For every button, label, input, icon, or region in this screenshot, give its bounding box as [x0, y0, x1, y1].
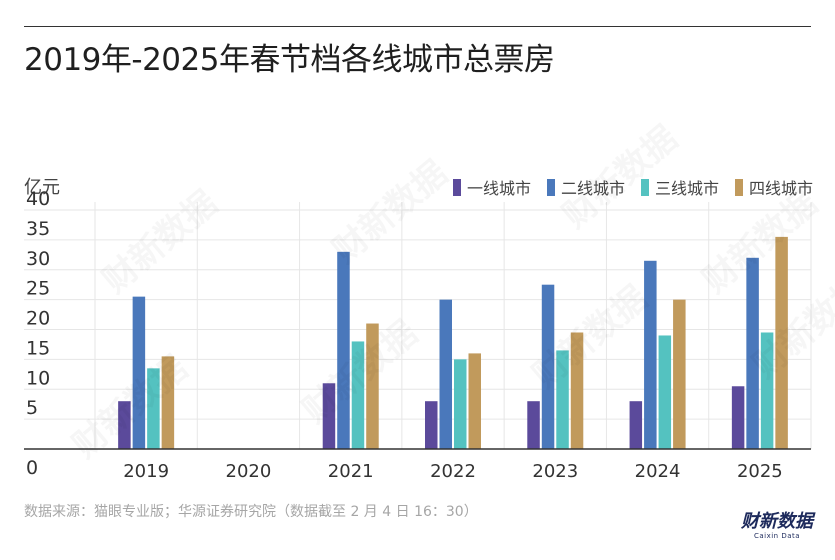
legend: 一线城市 二线城市 三线城市 四线城市	[452, 175, 813, 199]
bar-tier2-2023	[541, 284, 555, 449]
legend-swatch-tier3	[640, 178, 649, 196]
legend-label-tier2: 二线城市	[560, 179, 625, 198]
y-tick-label: 0	[26, 457, 38, 479]
y-tick-label: 30	[26, 248, 50, 270]
bar-tier1-2023	[527, 401, 540, 449]
bar-tier4-2019	[161, 356, 175, 449]
y-tick-label: 5	[26, 397, 38, 419]
legend-item-tier4: 四线城市	[734, 175, 813, 199]
legend-swatch-tier4	[734, 178, 743, 196]
legend-item-tier1: 一线城市	[452, 175, 531, 199]
source-note: 数据来源：猫眼专业版；华源证券研究院（数据截至 2 月 4 日 16：30）	[24, 504, 478, 520]
legend-label-tier1: 一线城市	[466, 179, 531, 198]
x-tick-label: 2019	[123, 461, 169, 482]
bar-tier4-2024	[673, 299, 686, 449]
bar-tier4-2023	[570, 332, 584, 449]
legend-swatch-tier1	[452, 178, 461, 196]
bar-tier1-2019	[118, 401, 131, 449]
y-tick-label: 40	[26, 188, 50, 210]
brand-logo: 财新数据 Caixin Data	[741, 512, 813, 541]
y-tick-label: 15	[26, 337, 50, 359]
x-tick-label: 2025	[737, 461, 783, 482]
y-axis-unit-label: 亿元	[24, 177, 60, 198]
x-tick-label: 2022	[430, 461, 476, 482]
bar-tier3-2023	[556, 350, 569, 449]
bar-tier3-2021	[351, 341, 365, 449]
bar-tier4-2022	[468, 353, 481, 449]
bar-tier1-2024	[629, 401, 643, 449]
bar-tier1-2025	[731, 386, 745, 449]
bar-tier3-2024	[658, 335, 672, 449]
legend-label-tier3: 三线城市	[654, 179, 719, 198]
bar-tier3-2022	[454, 359, 467, 449]
brand-name-en: Caixin Data	[753, 532, 801, 540]
bar-tier1-2021	[322, 383, 336, 449]
y-tick-label: 20	[26, 308, 50, 330]
brand-name-cn: 财新数据	[741, 511, 813, 532]
x-tick-label: 2024	[635, 461, 681, 482]
legend-item-tier2: 二线城市	[546, 175, 625, 199]
x-tick-label: 2023	[532, 461, 578, 482]
y-tick-label: 35	[26, 218, 50, 240]
bar-tier3-2025	[760, 332, 774, 449]
bar-tier2-2019	[132, 296, 146, 449]
bar-tier2-2024	[644, 260, 657, 449]
y-tick-label: 25	[26, 278, 50, 300]
bar-tier2-2022	[439, 299, 452, 449]
bar-tier3-2019	[147, 368, 160, 449]
bar-tier1-2022	[425, 401, 438, 449]
x-tick-label: 2021	[328, 461, 374, 482]
legend-label-tier4: 四线城市	[748, 179, 813, 198]
chart-title: 2019年-2025年春节档各线城市总票房	[24, 42, 555, 78]
bar-tier4-2025	[775, 236, 788, 449]
top-rule	[24, 26, 811, 27]
legend-item-tier3: 三线城市	[640, 175, 719, 199]
legend-swatch-tier2	[546, 178, 555, 196]
bar-tier2-2021	[337, 251, 350, 449]
bar-tier2-2025	[746, 257, 759, 449]
bar-tier4-2021	[366, 323, 379, 449]
y-tick-label: 10	[26, 367, 50, 389]
x-tick-label: 2020	[226, 461, 272, 482]
